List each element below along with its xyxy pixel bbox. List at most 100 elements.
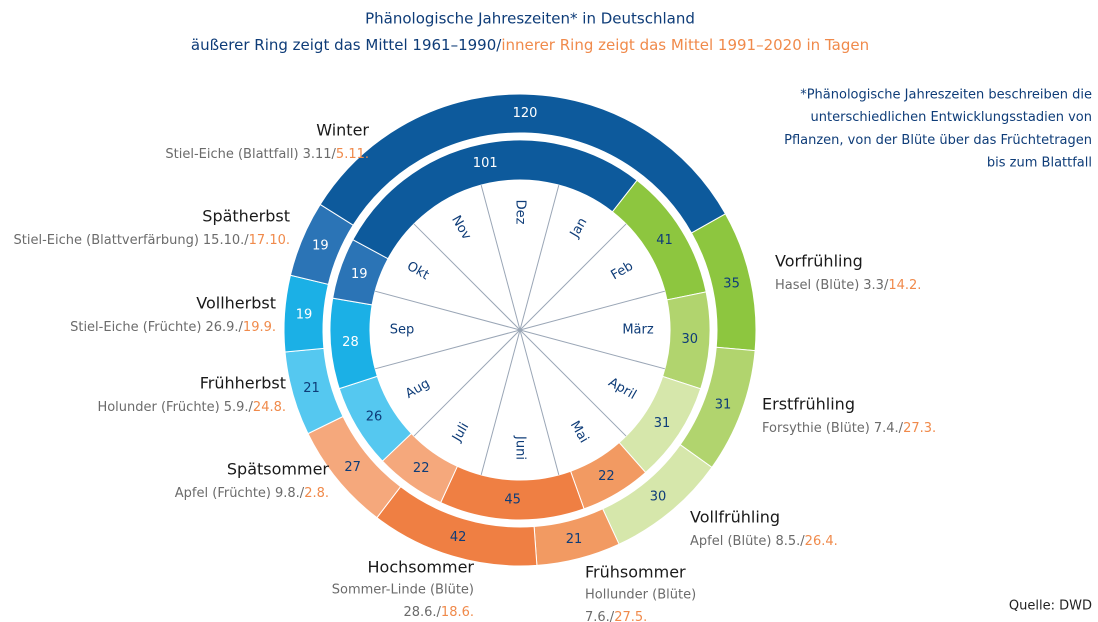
month-label: Feb <box>608 259 635 284</box>
month-spoke <box>374 290 521 331</box>
season-plant: Apfel (Blüte) <box>690 534 771 549</box>
date-new: 2.8. <box>304 486 329 501</box>
month-spoke <box>519 329 627 437</box>
month-label: Dez <box>513 200 528 225</box>
value-label: 30 <box>650 489 667 504</box>
season-plant: Forsythie (Blüte) <box>762 421 870 436</box>
month-spoke <box>374 329 521 370</box>
date-new: 17.10. <box>249 233 290 248</box>
month-spoke <box>519 184 560 331</box>
value-label: 31 <box>654 416 671 431</box>
month-spoke <box>519 290 666 331</box>
date-old: 28.6./ <box>403 605 441 620</box>
season-detail: Apfel (Blüte) 8.5./26.4. <box>690 534 838 549</box>
date-old: 5.9./ <box>224 400 254 415</box>
date-old: 26.9./ <box>205 320 243 335</box>
value-label: 35 <box>723 277 740 292</box>
month-spoke <box>480 184 521 331</box>
date-old: 8.5./ <box>775 534 805 549</box>
month-label: April <box>606 375 639 403</box>
chart-title: Phänologische Jahreszeiten* in Deutschla… <box>365 10 695 28</box>
date-new: 19.9. <box>243 320 276 335</box>
season-name: Frühsommer <box>585 563 686 582</box>
value-label: 41 <box>656 233 673 248</box>
season-name: Frühherbst <box>200 374 286 393</box>
season-name: Spätherbst <box>202 207 290 226</box>
subtitle-outer: äußerer Ring zeigt das Mittel 1961–1990/ <box>191 36 502 54</box>
season-detail: Holunder (Früchte) 5.9./24.8. <box>97 400 286 415</box>
chart-subtitle: äußerer Ring zeigt das Mittel 1961–1990/… <box>191 36 869 54</box>
season-name: Vollherbst <box>196 294 276 313</box>
season-plant: Stiel-Eiche (Früchte) <box>70 320 201 335</box>
date-new: 27.5. <box>614 610 647 622</box>
month-spoke <box>413 223 521 331</box>
season-plant: Hasel (Blüte) <box>775 278 859 293</box>
season-detail: Stiel-Eiche (Blattverfärbung) 15.10./17.1… <box>14 233 290 248</box>
value-label: 22 <box>413 461 430 476</box>
month-label: Sep <box>390 323 415 338</box>
date-old: 9.8./ <box>275 486 305 501</box>
value-label: 27 <box>344 460 361 475</box>
season-name: Erstfrühling <box>762 395 855 414</box>
season-detail: Hasel (Blüte) 3.3/14.2. <box>775 278 921 293</box>
value-label: 45 <box>504 492 521 507</box>
month-spoke <box>413 329 521 437</box>
date-old: 3.11/ <box>303 147 337 162</box>
date-new: 27.3. <box>903 421 936 436</box>
season-plant: Apfel (Früchte) <box>175 486 271 501</box>
date-new: 14.2. <box>888 278 921 293</box>
value-label: 42 <box>450 530 467 545</box>
month-spoke <box>519 329 666 370</box>
footnote-line: bis zum Blattfall <box>987 156 1092 171</box>
month-spoke <box>519 223 627 331</box>
ring-segment <box>319 93 727 234</box>
season-detail: Stiel-Eiche (Früchte) 26.9./19.9. <box>70 320 276 335</box>
season-name: Spätsommer <box>227 460 330 479</box>
date-new: 18.6. <box>441 605 474 620</box>
date-old: 15.10./ <box>203 233 249 248</box>
date-new: 24.8. <box>253 400 286 415</box>
value-label: 101 <box>473 156 498 171</box>
footnote-line: Pflanzen, von der Blüte über das Früchte… <box>784 133 1092 148</box>
season-plant: Stiel-Eiche (Blattfall) <box>165 147 298 162</box>
footnote-line: unterschiedlichen Entwicklungsstadien vo… <box>811 110 1092 125</box>
value-label: 22 <box>598 469 615 484</box>
value-label: 21 <box>566 532 583 547</box>
footnote-line: *Phänologische Jahreszeiten beschreiben … <box>800 88 1092 103</box>
season-detail: Apfel (Früchte) 9.8./2.8. <box>175 486 329 501</box>
month-spoke <box>480 329 521 476</box>
season-plant: Hollunder (Blüte) <box>585 588 696 603</box>
month-label: März <box>622 323 654 338</box>
season-name: Vollfrühling <box>690 508 780 527</box>
value-label: 19 <box>351 267 368 282</box>
season-name: Winter <box>316 121 369 140</box>
date-old: 7.6./ <box>585 610 615 622</box>
date-new: 26.4. <box>805 534 838 549</box>
season-detail: Forsythie (Blüte) 7.4./27.3. <box>762 421 936 436</box>
month-label: Okt <box>404 259 431 283</box>
season-plant: Holunder (Früchte) <box>97 400 219 415</box>
date-old: 3.3/ <box>863 278 889 293</box>
month-spoke <box>519 329 560 476</box>
date-new: 5.11. <box>336 147 369 162</box>
source: Quelle: DWD <box>1009 599 1092 614</box>
month-label: Jan <box>567 215 591 241</box>
month-label: Mai <box>567 419 591 446</box>
subtitle-inner: innerer Ring zeigt das Mittel 1991–2020 … <box>501 36 869 54</box>
ring-segment <box>352 139 638 260</box>
season-dates: 28.6./18.6. <box>403 605 474 620</box>
date-old: 7.4./ <box>874 421 904 436</box>
season-detail: Stiel-Eiche (Blattfall) 3.11/5.11. <box>165 147 369 162</box>
season-dates: 7.6./27.5. <box>585 610 647 622</box>
season-name: Vorfrühling <box>775 252 863 271</box>
value-label: 31 <box>715 398 732 413</box>
value-label: 21 <box>303 381 320 396</box>
month-label: Juli <box>449 420 472 445</box>
month-label: Nov <box>448 213 474 243</box>
month-label: Aug <box>403 376 432 402</box>
value-label: 19 <box>296 307 313 322</box>
season-plant: Stiel-Eiche (Blattverfärbung) <box>14 233 199 248</box>
value-label: 120 <box>513 106 538 121</box>
value-label: 26 <box>366 410 383 425</box>
